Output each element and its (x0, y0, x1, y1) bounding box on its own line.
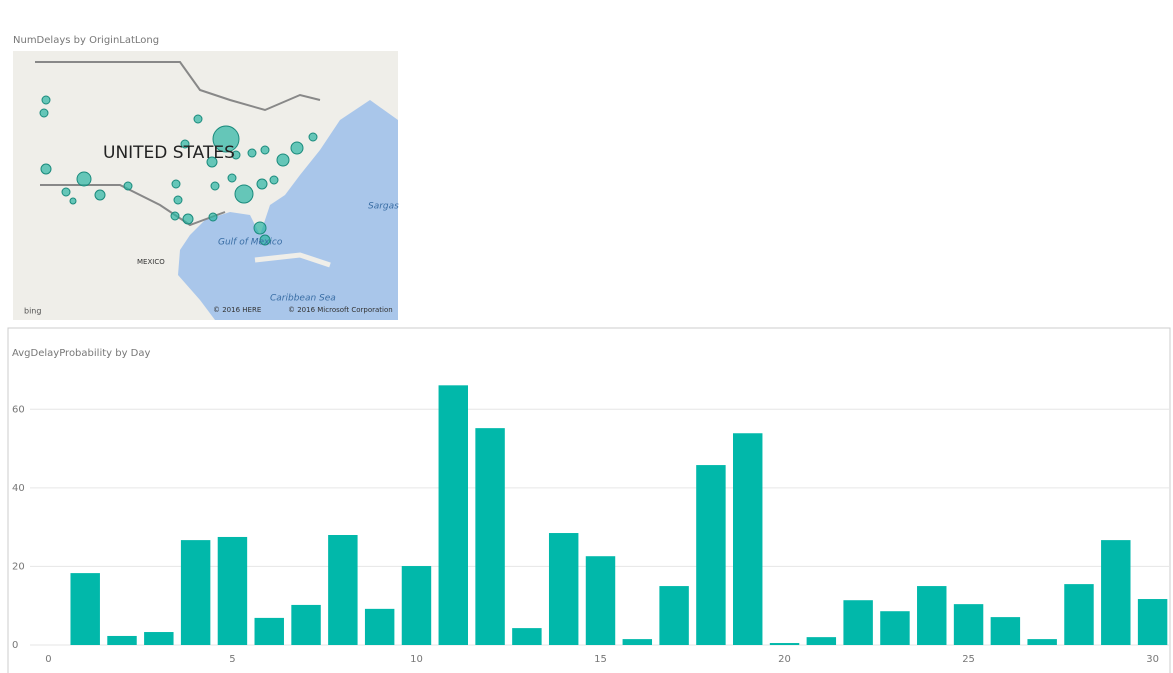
bar (144, 632, 174, 645)
bar (1101, 540, 1131, 645)
map-label: Gulf of Mexico (218, 238, 283, 248)
bar (70, 573, 100, 645)
map-title: NumDelays by OriginLatLong (13, 35, 159, 46)
bar (769, 643, 800, 645)
bar (696, 465, 726, 645)
x-tick-label: 20 (778, 654, 791, 665)
bar (364, 608, 395, 645)
map-copyright: © 2016 Microsoft Corporation (288, 306, 393, 314)
y-tick-label: 60 (12, 404, 25, 415)
map-label: Sargas (368, 202, 399, 212)
bar (1027, 639, 1057, 645)
x-tick-label: 0 (45, 654, 51, 665)
bar (438, 385, 468, 645)
visual-frame (7, 327, 1171, 673)
bar (548, 533, 579, 645)
y-tick-label: 40 (12, 483, 25, 494)
bar (512, 628, 542, 645)
bar (1137, 599, 1168, 645)
bubbles (39, 95, 318, 246)
chart-title: AvgDelayProbability by Day (12, 348, 151, 359)
bar (475, 428, 505, 645)
border (35, 61, 321, 112)
map-logo: bing (24, 307, 41, 316)
bar (217, 536, 248, 645)
y-tick-label: 0 (12, 640, 18, 651)
map-label: UNITED STATES (103, 143, 235, 163)
bar (401, 566, 432, 645)
map-copyright: © 2016 HERE (213, 306, 261, 314)
bar (291, 604, 321, 645)
x-tick-label: 5 (229, 654, 235, 665)
bar (180, 540, 211, 645)
border (40, 184, 226, 227)
land (13, 51, 398, 320)
bar (806, 637, 837, 645)
x-tick-label: 15 (594, 654, 607, 665)
bar (843, 600, 873, 645)
bar (1064, 584, 1094, 645)
bar (622, 639, 653, 645)
bar (328, 535, 358, 645)
bar (733, 433, 763, 645)
x-tick-label: 30 (1146, 654, 1159, 665)
bar (585, 556, 616, 645)
x-tick-label: 25 (962, 654, 975, 665)
bar (254, 617, 284, 645)
y-tick-label: 20 (12, 561, 25, 572)
map-label: Caribbean Sea (270, 294, 336, 304)
bar (917, 586, 947, 645)
bar (659, 586, 689, 645)
bar (990, 617, 1021, 645)
x-tick-label: 10 (410, 654, 423, 665)
map-label: MEXICO (137, 258, 165, 266)
cuba (254, 252, 331, 268)
bar (107, 635, 137, 645)
bar (880, 611, 910, 645)
bar (953, 604, 984, 645)
map: UNITED STATES MEXICO Gulf of Mexico Sarg… (13, 51, 399, 320)
